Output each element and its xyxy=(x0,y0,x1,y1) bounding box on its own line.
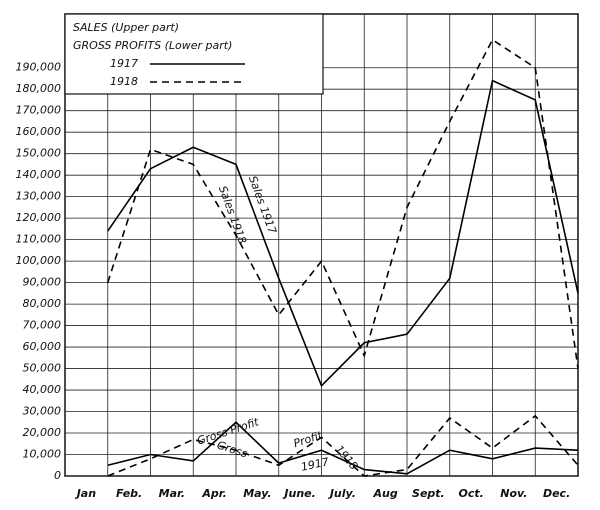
y-tick-label: 50,000 xyxy=(23,362,62,375)
y-tick-label: 150,000 xyxy=(16,147,62,160)
annotation: Profit xyxy=(292,429,325,451)
y-tick-label: 190,000 xyxy=(16,61,62,74)
legend-box xyxy=(64,13,324,95)
y-tick-label: 100,000 xyxy=(16,254,62,267)
y-tick-label: 80,000 xyxy=(23,297,62,310)
data-line xyxy=(106,38,579,369)
y-tick-label: 90,000 xyxy=(23,276,62,289)
legend-label: 1918 xyxy=(110,75,138,88)
x-tick-label: Nov. xyxy=(500,487,527,500)
x-tick-label: Dec. xyxy=(543,487,570,500)
x-tick-label: Feb. xyxy=(116,487,142,500)
data-line xyxy=(107,414,579,477)
x-tick-label: Oct. xyxy=(458,487,483,500)
x-tick-label: July. xyxy=(328,487,356,500)
x-tick-label: May. xyxy=(243,487,271,500)
y-tick-label: 30,000 xyxy=(23,405,62,418)
x-tick-label: Apr. xyxy=(201,487,226,500)
x-tick-label: Jan xyxy=(75,487,97,500)
data-line xyxy=(107,421,579,475)
legend-title: GROSS PROFITS (Lower part) xyxy=(73,39,232,52)
x-tick-label: June. xyxy=(282,487,315,500)
y-tick-label: 0 xyxy=(54,469,61,482)
x-tick-label: Aug xyxy=(373,487,398,500)
legend-label: 1917 xyxy=(110,57,138,70)
y-tick-label: 120,000 xyxy=(16,211,62,224)
y-tick-label: 70,000 xyxy=(23,319,62,332)
y-tick-label: 40,000 xyxy=(23,383,62,396)
y-tick-label: 20,000 xyxy=(23,426,62,439)
annotation: 1917 xyxy=(300,455,330,474)
y-tick-label: 160,000 xyxy=(16,125,62,138)
data-line xyxy=(107,79,579,388)
x-tick-label: Mar. xyxy=(159,487,185,500)
y-tick-label: 110,000 xyxy=(16,233,62,246)
y-tick-label: 180,000 xyxy=(16,82,62,95)
y-tick-label: 60,000 xyxy=(23,340,62,353)
y-tick-label: 130,000 xyxy=(16,190,62,203)
x-tick-label: Sept. xyxy=(412,487,445,500)
y-tick-label: 170,000 xyxy=(16,104,62,117)
y-tick-label: 140,000 xyxy=(16,168,62,181)
legend-title: SALES (Upper part) xyxy=(73,21,179,34)
y-tick-label: 10,000 xyxy=(23,448,62,461)
annotation: Gross xyxy=(215,439,249,461)
annotation: Sales 1918 xyxy=(216,184,249,246)
